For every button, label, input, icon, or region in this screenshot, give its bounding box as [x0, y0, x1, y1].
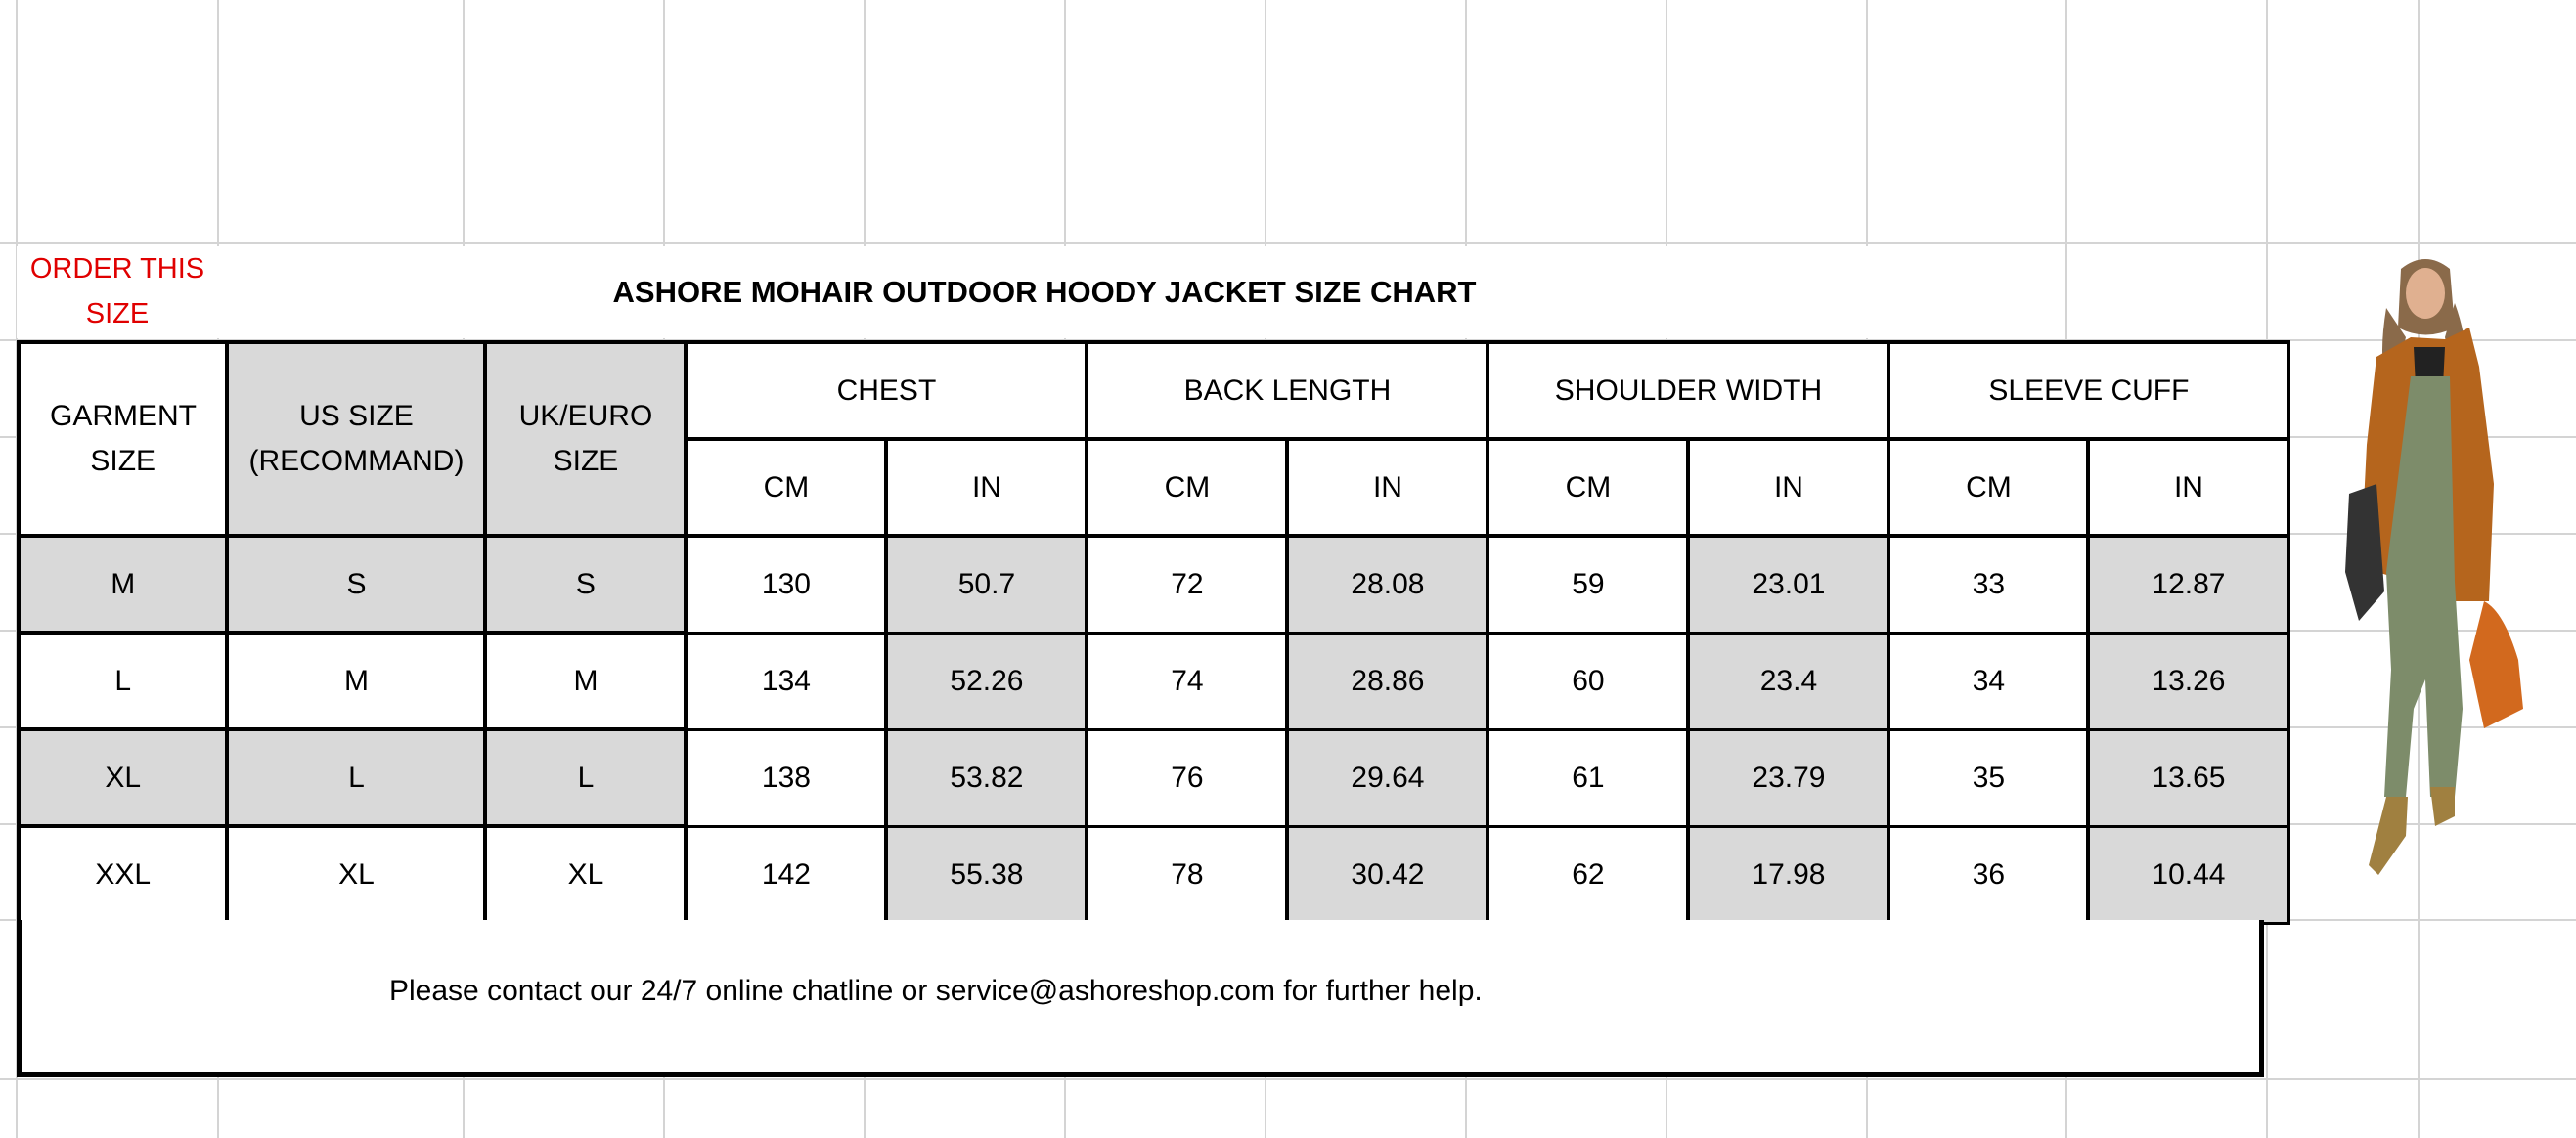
cell-back-length-cm: 74: [1085, 631, 1290, 731]
cell-uk-euro-size: M: [483, 631, 688, 731]
cell-us-size: M: [225, 631, 488, 731]
cell-sleeve-cuff-cm: 34: [1887, 631, 2091, 731]
header-us-size: US SIZE (RECOMMAND): [225, 340, 488, 538]
unit-header-in: IN: [1285, 437, 1490, 538]
table-row: XXL XL XL 142 55.38 78 30.42 62 17.98 36 10.44: [16, 824, 2291, 925]
cell-us-size: S: [225, 534, 488, 635]
model-image: [2345, 259, 2523, 875]
cell-shoulder-width-cm: 61: [1486, 727, 1691, 828]
unit-header-in: IN: [1686, 437, 1891, 538]
cell-shoulder-width-cm: 60: [1486, 631, 1691, 731]
gridline-horizontal: [0, 1078, 2576, 1080]
cell-chest-cm: 130: [684, 534, 889, 635]
cell-sleeve-cuff-in: 13.65: [2086, 727, 2291, 828]
header-garment-size: GARMENT SIZE: [16, 340, 230, 538]
header-shoulder-width: SHOULDER WIDTH: [1486, 340, 1891, 441]
unit-header-cm: CM: [1887, 437, 2091, 538]
cell-sleeve-cuff-in: 12.87: [2086, 534, 2291, 635]
cell-chest-cm: 142: [684, 824, 889, 925]
header-chest: CHEST: [684, 340, 1089, 441]
header-uk-euro-size: UK/EURO SIZE: [483, 340, 688, 538]
cell-sleeve-cuff-cm: 35: [1887, 727, 2091, 828]
cell-sleeve-cuff-cm: 33: [1887, 534, 2091, 635]
cell-garment-size: XXL: [16, 824, 230, 925]
cell-sleeve-cuff-in: 10.44: [2086, 824, 2291, 925]
unit-header-in: IN: [884, 437, 1089, 538]
model-figure: [2345, 259, 2523, 875]
table-row: L M M 134 52.26 74 28.86 60 23.4 34 13.26: [16, 631, 2291, 731]
cell-back-length-in: 29.64: [1285, 727, 1490, 828]
cell-shoulder-width-in: 23.4: [1686, 631, 1891, 731]
cell-back-length-cm: 72: [1085, 534, 1290, 635]
cell-garment-size: L: [16, 631, 230, 731]
cell-sleeve-cuff-in: 13.26: [2086, 631, 2291, 731]
cell-back-length-in: 28.86: [1285, 631, 1490, 731]
unit-header-cm: CM: [684, 437, 889, 538]
cell-sleeve-cuff-cm: 36: [1887, 824, 2091, 925]
cell-chest-in: 53.82: [884, 727, 1089, 828]
chart-title: ASHORE MOHAIR OUTDOOR HOODY JACKET SIZE …: [218, 246, 1871, 338]
cell-chest-in: 50.7: [884, 534, 1089, 635]
help-footer: Please contact our 24/7 online chatline …: [17, 920, 2264, 1077]
cell-chest-cm: 138: [684, 727, 889, 828]
cell-chest-in: 52.26: [884, 631, 1089, 731]
unit-header-cm: CM: [1085, 437, 1290, 538]
unit-header-cm: CM: [1486, 437, 1691, 538]
cell-chest-in: 55.38: [884, 824, 1089, 925]
table-row: XL L L 138 53.82 76 29.64 61 23.79 35 13.65: [16, 727, 2291, 828]
cell-shoulder-width-in: 23.01: [1686, 534, 1891, 635]
cell-us-size: XL: [225, 824, 488, 925]
cell-shoulder-width-in: 17.98: [1686, 824, 1891, 925]
cell-back-length-in: 28.08: [1285, 534, 1490, 635]
cell-garment-size: XL: [16, 727, 230, 828]
gridline-horizontal: [0, 242, 2576, 244]
cell-shoulder-width-cm: 59: [1486, 534, 1691, 635]
cell-chest-cm: 134: [684, 631, 889, 731]
header-sleeve-cuff: SLEEVE CUFF: [1887, 340, 2291, 441]
cell-back-length-cm: 76: [1085, 727, 1290, 828]
help-text: Please contact our 24/7 online chatline …: [389, 975, 1483, 1007]
size-chart-table: GARMENT SIZE US SIZE (RECOMMAND) UK/EURO…: [16, 340, 2291, 925]
cell-shoulder-width-cm: 62: [1486, 824, 1691, 925]
unit-header-in: IN: [2086, 437, 2291, 538]
cell-back-length-cm: 78: [1085, 824, 1290, 925]
cell-uk-euro-size: L: [483, 727, 688, 828]
order-this-size-note: ORDER THIS SIZE: [17, 246, 218, 338]
cell-back-length-in: 30.42: [1285, 824, 1490, 925]
cell-uk-euro-size: XL: [483, 824, 688, 925]
cell-us-size: L: [225, 727, 488, 828]
cell-shoulder-width-in: 23.79: [1686, 727, 1891, 828]
cell-garment-size: M: [16, 534, 230, 635]
header-back-length: BACK LENGTH: [1085, 340, 1490, 441]
cell-uk-euro-size: S: [483, 534, 688, 635]
table-row: M S S 130 50.7 72 28.08 59 23.01 33 12.87: [16, 534, 2291, 635]
